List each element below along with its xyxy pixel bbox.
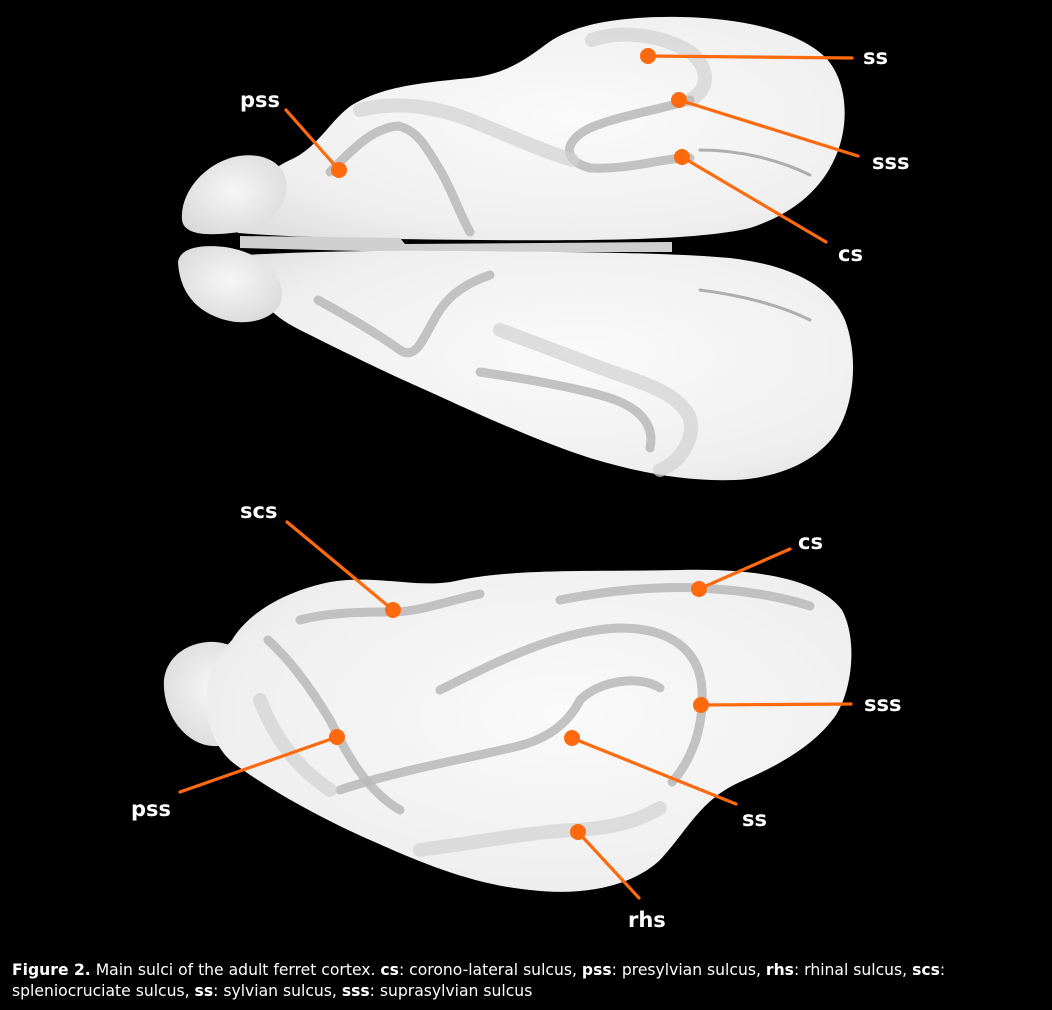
lateral-rhs-groove xyxy=(413,801,667,857)
upper-pss-groove xyxy=(325,121,475,237)
marker-lat-cs xyxy=(691,581,707,597)
caption-desc-pss: : presylvian sulcus, xyxy=(611,961,766,979)
leader-lat-sss xyxy=(699,702,853,707)
caption-abbr-pss: pss xyxy=(581,961,612,979)
marker-lat-ss xyxy=(564,730,580,746)
label-top-ss: ss xyxy=(863,45,888,69)
figure-label: Figure 2. xyxy=(12,961,91,979)
caption-abbr-sss: sss xyxy=(341,982,370,1000)
lateral-ss-groove xyxy=(335,676,665,795)
lateral-sss-groove xyxy=(435,623,707,787)
marker-top-sss xyxy=(671,92,687,108)
caption-desc-cs: : corono-lateral sulcus, xyxy=(398,961,582,979)
label-top-sss: sss xyxy=(872,150,910,174)
label-lat-cs: cs xyxy=(798,530,823,554)
upper-ss-groove xyxy=(585,27,712,107)
caption-abbr-scs: scs xyxy=(912,961,940,979)
label-lat-scs: scs xyxy=(240,499,277,523)
leader-top-ss xyxy=(646,54,854,60)
lower-hemisphere xyxy=(244,250,854,481)
dorsal-view: ss pss sss cs xyxy=(178,16,910,481)
marker-top-cs xyxy=(674,149,690,165)
upper-sss-groove xyxy=(564,95,695,173)
label-top-pss: pss xyxy=(240,88,280,112)
leader-lat-ss xyxy=(570,736,738,806)
upper-hemisphere xyxy=(237,16,845,241)
leader-lat-rhs xyxy=(576,830,641,900)
caption-intro: Main sulci of the adult ferret cortex. xyxy=(90,961,381,979)
marker-lat-rhs xyxy=(570,824,586,840)
lower-pss-groove xyxy=(313,270,495,358)
caption-abbr-ss: ss xyxy=(194,982,214,1000)
marker-top-pss xyxy=(331,162,347,178)
label-lat-pss: pss xyxy=(131,797,171,821)
lower-cs-groove xyxy=(698,288,812,322)
ferret-cortex-figure: ss pss sss cs scs cs sss xyxy=(131,16,910,932)
leader-lat-pss xyxy=(178,735,339,794)
marker-lat-scs xyxy=(385,602,401,618)
leader-top-pss xyxy=(284,108,341,172)
caption-abbr-cs: cs xyxy=(380,961,399,979)
label-lat-ss: ss xyxy=(742,807,767,831)
marker-lat-sss xyxy=(693,697,709,713)
label-lat-rhs: rhs xyxy=(628,908,666,932)
upper-cs-groove xyxy=(698,148,812,177)
leader-lat-scs xyxy=(285,520,395,612)
leader-top-cs xyxy=(680,155,828,244)
leader-top-sss xyxy=(677,98,860,158)
caption-abbr-rhs: rhs xyxy=(765,961,794,979)
upper-olfactory-bulb xyxy=(181,155,287,235)
midline-fissure xyxy=(240,236,672,252)
figure-caption: Figure 2. Main sulci of the adult ferret… xyxy=(12,960,1042,1002)
caption-desc-sss: : suprasylvian sulcus xyxy=(369,982,533,1000)
label-top-cs: cs xyxy=(838,242,863,266)
leader-lat-cs xyxy=(697,547,792,591)
label-lat-sss: sss xyxy=(864,692,902,716)
caption-desc-scs: : spleniocruciate sulcus, xyxy=(12,961,946,1000)
lateral-view: scs cs sss pss ss rhs xyxy=(131,499,902,932)
lower-ss-groove xyxy=(475,367,656,453)
marker-lat-pss xyxy=(329,729,345,745)
upper-coronal-groove xyxy=(353,98,579,167)
caption-desc-ss: : sylvian sulcus, xyxy=(213,982,342,1000)
lateral-pss-groove xyxy=(263,635,405,815)
marker-top-ss xyxy=(640,48,656,64)
lower-sss-groove xyxy=(493,323,698,477)
lower-olfactory-bulb xyxy=(178,246,283,323)
caption-desc-rhs: : rhinal sulcus, xyxy=(793,961,913,979)
